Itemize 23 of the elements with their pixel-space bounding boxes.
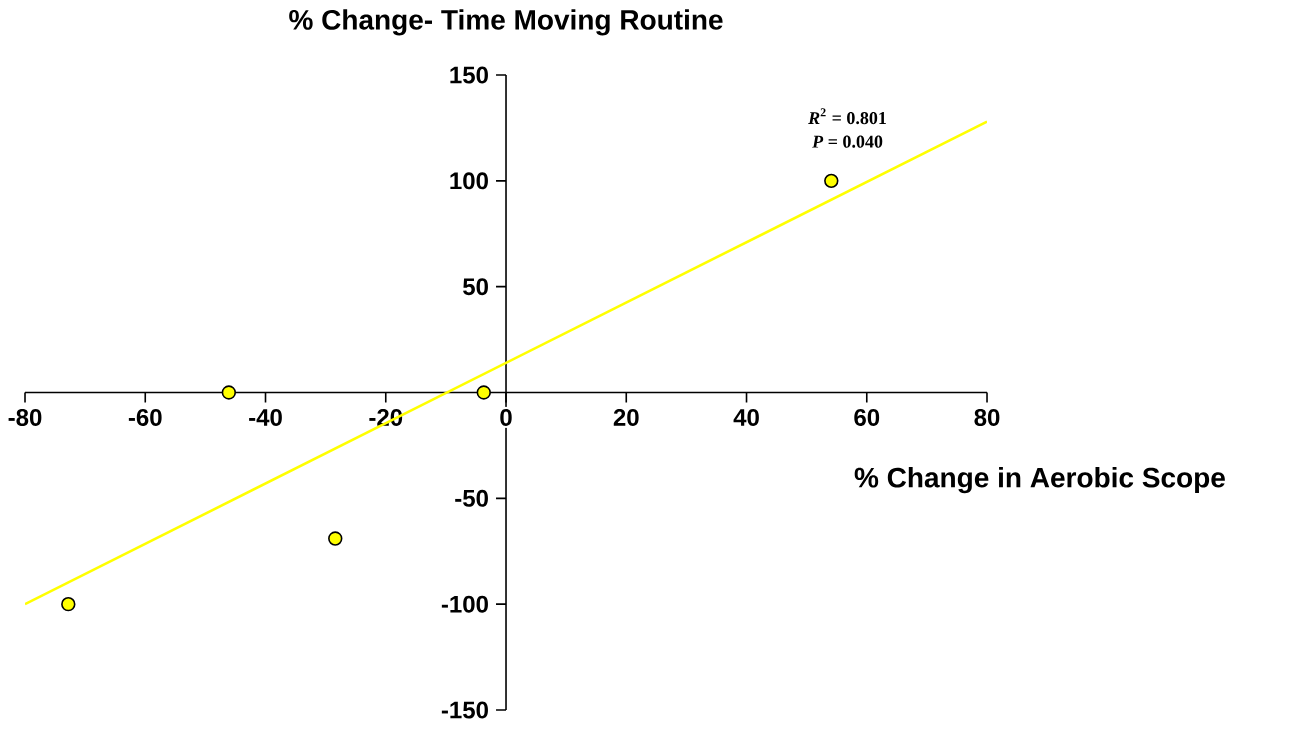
point	[824, 173, 839, 189]
y-tick-label: 50	[463, 278, 488, 296]
x-tick-label: 20	[613, 408, 639, 426]
point	[328, 531, 343, 546]
y-tick-label: 100	[450, 172, 488, 190]
y-tick-label: 150	[450, 66, 488, 84]
y-tick-label: -50	[455, 489, 488, 507]
x-tick-label: -80	[8, 408, 42, 426]
x-tick-label: 40	[733, 408, 759, 426]
x-axis-title: % Change in Aerobic Scope	[854, 467, 1225, 494]
x-tick-label: -60	[128, 408, 162, 426]
y-axis-title: % Change- Time Moving Routine	[289, 9, 723, 36]
annotation: P = 0.040	[812, 135, 883, 148]
point	[61, 596, 76, 612]
y-tick-label: -150	[441, 701, 488, 719]
point	[476, 385, 491, 400]
annotation: R$^{2}$ = 0.801	[808, 108, 886, 125]
x-tick-label: 0	[500, 408, 512, 426]
x-tick-label: 60	[854, 408, 880, 426]
point	[221, 385, 237, 400]
y-tick-label: -100	[441, 595, 488, 613]
x-tick-label: 80	[974, 408, 1000, 426]
x-tick-label: -40	[249, 408, 282, 426]
